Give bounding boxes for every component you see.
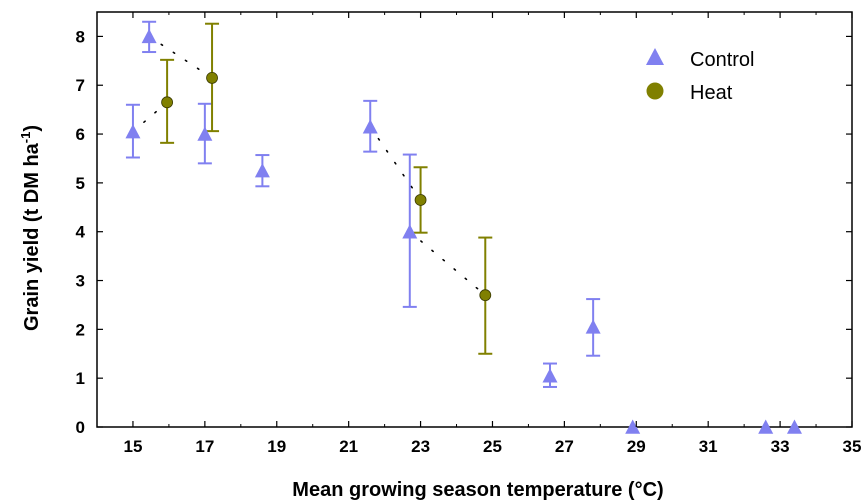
error-bars [125, 20, 601, 388]
dotted-link-3 [408, 230, 487, 296]
control-point-10 [786, 419, 802, 434]
y-tick-label-3: 3 [76, 272, 85, 291]
x-tick-label-7: 29 [627, 437, 646, 456]
y-tick-label-4: 4 [76, 223, 86, 242]
y-tick-label-8: 8 [76, 27, 85, 46]
y-tick-label-6: 6 [76, 125, 85, 144]
y-axis-title: Grain yield (t DM ha-1) [18, 125, 43, 331]
y-tick-label-5: 5 [76, 174, 85, 193]
y-axis-title-main: Grain yield (t DM ha [21, 142, 43, 331]
x-tick-label-2: 19 [267, 437, 286, 456]
heat-point-2 [414, 194, 427, 206]
y-axis-title-end: ) [21, 125, 43, 132]
x-tick-label-1: 17 [195, 437, 214, 456]
control-point-2 [197, 126, 213, 141]
control-point-7 [585, 319, 601, 334]
control-point-4 [362, 119, 378, 134]
control-point-5 [402, 224, 418, 239]
x-tick-label-6: 27 [555, 437, 574, 456]
heat-point-1 [206, 72, 218, 84]
x-tick-label-8: 31 [699, 437, 718, 456]
data-markers [125, 28, 802, 434]
y-tick-label-2: 2 [76, 320, 85, 339]
legend-control-label: Control [690, 49, 754, 71]
y-axis-title-superscript: -1 [18, 132, 33, 144]
x-tick-label-10: 35 [843, 437, 862, 456]
control-point-3 [254, 163, 270, 178]
plot-frame [96, 11, 853, 428]
dotted-link-2 [369, 125, 422, 201]
control-point-6 [542, 368, 558, 383]
plot-area [96, 11, 853, 428]
legend-control-marker [646, 48, 664, 65]
dotted-links [132, 35, 487, 296]
y-tick-label-0: 0 [76, 418, 85, 437]
dotted-link-0 [132, 101, 168, 133]
legend: Control Heat [646, 48, 754, 104]
heat-point-0 [161, 96, 174, 109]
x-tick-label-4: 23 [411, 437, 430, 456]
x-tick-label-3: 21 [339, 437, 358, 456]
x-axis-title: Mean growing season temperature (°C) [292, 479, 663, 501]
heat-point-3 [479, 289, 492, 302]
control-point-0 [125, 124, 141, 139]
dotted-link-1 [148, 35, 213, 79]
x-tick-label-9: 33 [771, 437, 790, 456]
y-tick-label-1: 1 [76, 369, 85, 388]
x-tick-label-5: 25 [483, 437, 502, 456]
y-tick-label-7: 7 [76, 76, 85, 95]
control-point-8 [625, 419, 641, 434]
control-point-1 [141, 28, 157, 44]
legend-heat-label: Heat [690, 82, 733, 104]
legend-heat-marker [646, 82, 664, 100]
x-tick-label-0: 15 [123, 437, 142, 456]
control-point-9 [758, 419, 774, 434]
